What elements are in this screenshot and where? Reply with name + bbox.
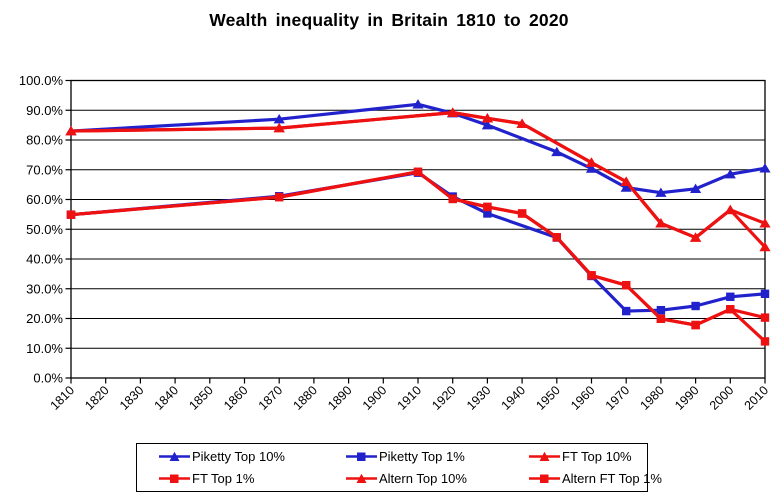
data-point [587, 271, 596, 280]
legend-item: Piketty Top 1% [345, 449, 528, 464]
legend-label: Altern Top 10% [379, 470, 467, 486]
data-point [759, 241, 771, 252]
data-point [760, 313, 770, 322]
data-point [620, 176, 632, 186]
x-axis-label: 1850 [186, 383, 216, 413]
x-axis-label: 1870 [256, 383, 286, 413]
data-point [691, 301, 700, 311]
data-point [655, 218, 667, 228]
legend-label: FT Top 10% [562, 449, 632, 465]
x-axis-label: 1840 [152, 383, 182, 413]
data-point [412, 99, 424, 109]
data-point [552, 233, 561, 242]
data-point [517, 209, 527, 218]
data-point [760, 289, 770, 299]
y-axis-label: 30.0% [26, 281, 63, 296]
data-point [448, 194, 457, 204]
x-axis-label: 1970 [603, 383, 633, 413]
x-axis-label: 2010 [742, 383, 772, 413]
x-axis-label: 1900 [360, 383, 390, 413]
legend-marker-triangle [529, 452, 560, 462]
y-axis-label: 20.0% [26, 311, 63, 326]
plot-area: 0.0% 10.0% 20.0% 30.0% 40.0% 50.0% 60.0% 70.0% 8… [19, 73, 772, 413]
data-point [65, 125, 77, 136]
x-axis-label: 1820 [82, 383, 112, 413]
x-axis-label: 1890 [325, 383, 355, 413]
y-axis-label: 0.0% [33, 371, 63, 386]
legend-marker-square [159, 474, 190, 483]
legend-item: Altern Top 10% [345, 471, 528, 486]
y-axis-label: 80.0% [26, 133, 63, 148]
data-point [275, 192, 284, 202]
data-point [690, 183, 702, 193]
data-point [760, 337, 770, 346]
data-point [691, 320, 700, 330]
data-point [724, 204, 736, 215]
legend-marker-triangle [159, 452, 190, 462]
y-axis-label: 40.0% [26, 252, 63, 267]
data-point [273, 122, 285, 133]
data-point [447, 107, 459, 117]
data-point [585, 163, 598, 173]
data-point [726, 305, 735, 314]
x-axis-label: 1920 [429, 383, 459, 413]
data-point [622, 280, 631, 290]
data-point [481, 113, 493, 123]
data-point [759, 218, 771, 228]
legend-item: Altern FT Top 1% [528, 471, 662, 486]
y-axis-label: 10.0% [26, 341, 63, 356]
y-axis-label: 100.0% [19, 73, 64, 88]
data-point [66, 210, 76, 219]
data-point [726, 292, 735, 301]
legend-marker-triangle [346, 473, 377, 483]
chart-title: Wealth inequality in Britain 1810 to 202… [209, 10, 569, 30]
x-axis-label: 2000 [707, 383, 737, 413]
legend-label: Piketty Top 10% [192, 449, 285, 465]
x-axis-label: 1990 [672, 383, 702, 413]
data-point [622, 306, 631, 316]
x-axis-label: 1830 [117, 383, 147, 413]
legend-item: FT Top 1% [158, 471, 345, 486]
legend-label: FT Top 1% [192, 470, 255, 486]
data-point [620, 182, 632, 192]
data-point [585, 157, 598, 167]
data-point [483, 209, 492, 218]
x-axis-label: 1860 [221, 383, 251, 413]
legend: Piketty Top 10% Piketty Top 1% FT Top 10% F… [136, 443, 662, 492]
data-point [413, 167, 423, 177]
y-axis-label: 90.0% [26, 103, 63, 118]
legend-label: Altern FT Top 1% [562, 470, 662, 486]
data-point [690, 232, 702, 242]
data-point [483, 202, 492, 212]
legend-label: Piketty Top 1% [379, 449, 465, 465]
data-point [656, 314, 666, 323]
data-point [273, 113, 285, 124]
x-axis-label: 1950 [533, 383, 563, 413]
data-point [724, 169, 736, 179]
x-axis-label: 1880 [290, 383, 320, 413]
data-point [481, 119, 493, 130]
data-point [516, 118, 528, 128]
x-axis-label: 1810 [48, 383, 78, 413]
x-axis-label: 1980 [637, 383, 667, 413]
x-axis-label: 1910 [395, 383, 425, 413]
y-axis-label: 70.0% [26, 162, 63, 177]
legend-marker-square [346, 452, 377, 462]
data-point [656, 305, 666, 315]
x-axis-label: 1930 [464, 383, 494, 413]
legend-marker-square [529, 474, 560, 483]
legend-item: FT Top 10% [528, 449, 662, 464]
data-point [655, 187, 667, 197]
y-axis-label: 50.0% [26, 222, 63, 237]
series-line-piketty-top-10- [70, 102, 766, 195]
legend-item: Piketty Top 10% [158, 449, 345, 464]
x-axis-label: 1960 [568, 383, 598, 413]
data-point [759, 163, 771, 173]
y-axis-label: 60.0% [26, 192, 63, 207]
data-point [551, 146, 563, 157]
x-axis-label: 1940 [499, 383, 529, 413]
